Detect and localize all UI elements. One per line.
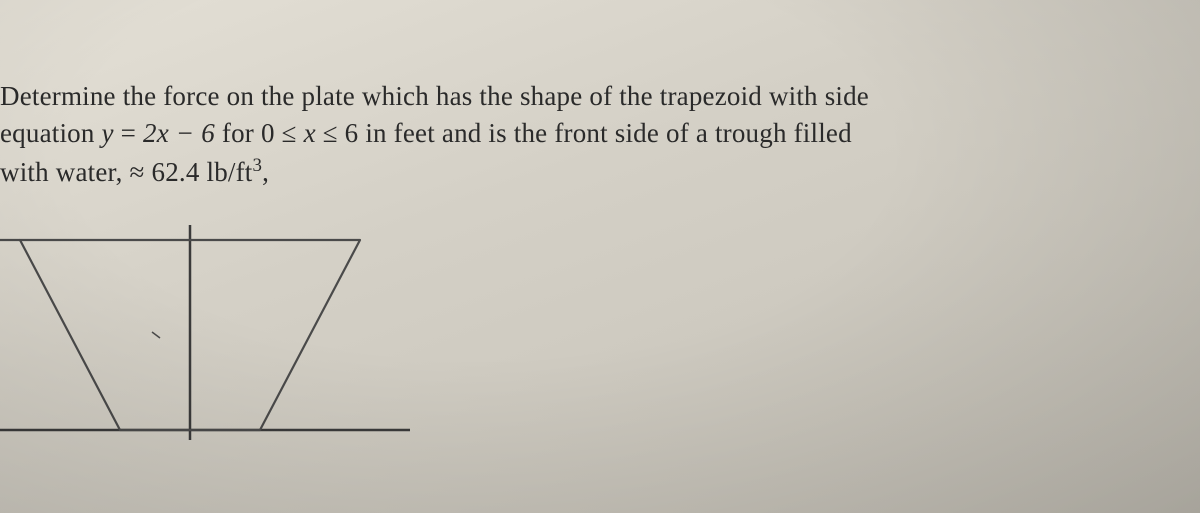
diagram-svg: [0, 220, 420, 460]
eq-lhs: y: [102, 118, 114, 148]
eq-eq: =: [114, 118, 143, 148]
range-l: 0 ≤: [261, 118, 304, 148]
trapezoid-diagram: [0, 220, 420, 460]
text-line2-c: in feet and is the front side of a troug…: [358, 118, 851, 148]
range-x: x: [304, 118, 316, 148]
text-line2-a: equation: [0, 118, 102, 148]
range-r: ≤ 6: [316, 118, 359, 148]
eq-rhs: 2x − 6: [143, 118, 215, 148]
text-line3-a: with water, ≈ 62.4 lb/ft: [0, 157, 253, 187]
text-line1: Determine the force on the plate which h…: [0, 81, 869, 111]
tick-mark: [152, 332, 160, 338]
text-line2-b: for: [215, 118, 261, 148]
problem-statement: Determine the force on the plate which h…: [0, 78, 1180, 191]
text-line3-exp: 3: [253, 155, 263, 176]
text-line3-b: ,: [262, 157, 269, 187]
page-surface: Determine the force on the plate which h…: [0, 0, 1200, 513]
